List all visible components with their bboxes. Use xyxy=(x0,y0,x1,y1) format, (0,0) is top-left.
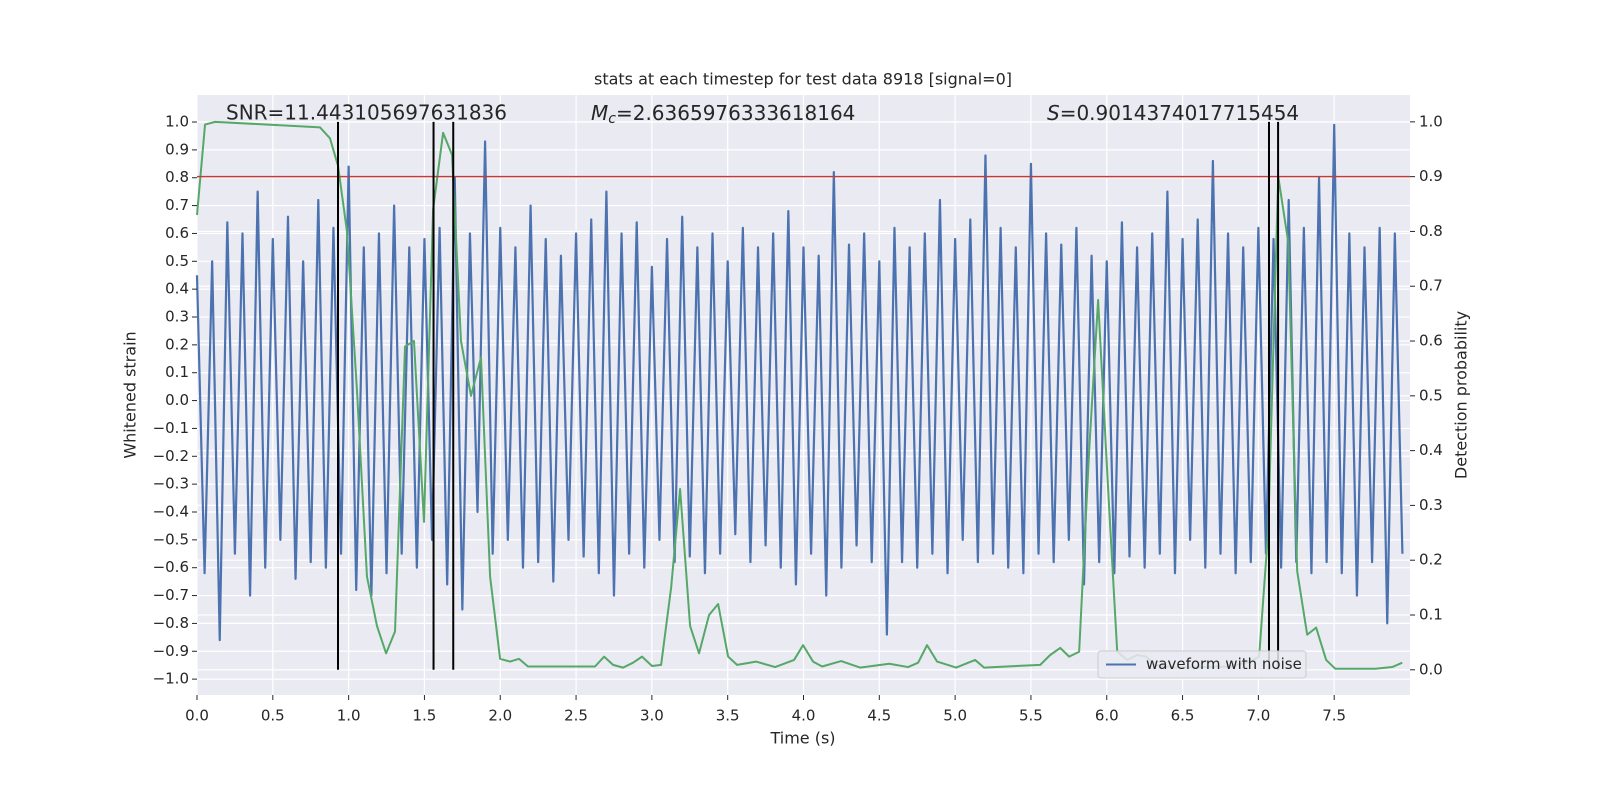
y-tick-label: 0.6 xyxy=(165,224,189,242)
x-tick-label: 1.0 xyxy=(337,707,361,725)
chart-title: stats at each timestep for test data 891… xyxy=(594,70,1012,89)
legend-box xyxy=(1097,650,1307,679)
legend: waveform with noise xyxy=(1097,650,1307,679)
y2-tick-label: 0.4 xyxy=(1419,441,1443,459)
y-tick-label: 0.9 xyxy=(165,140,189,158)
annotation-subscript: c xyxy=(608,111,616,127)
x-tick-label: 6.5 xyxy=(1171,707,1195,725)
x-tick-label: 4.5 xyxy=(867,707,891,725)
y-tick-label: −0.3 xyxy=(153,475,189,493)
y2-tick-label: 0.0 xyxy=(1419,660,1443,678)
x-tick-label: 3.0 xyxy=(640,707,664,725)
x-axis-label: Time (s) xyxy=(769,729,835,748)
y2-tick-label: 0.1 xyxy=(1419,606,1443,624)
annotation-symbol: M xyxy=(591,101,608,125)
labels: 0.0 0.5 1.0 1.5 2.0 2.5 3.0 3.5 4.0 4.5 5.0 5.5 6.0 6… xyxy=(153,112,1443,724)
annotation: S=0.9014374017715454 xyxy=(1047,101,1299,125)
y-tick-label: 0.7 xyxy=(165,196,189,214)
y-tick-label: 0.2 xyxy=(165,335,189,353)
y2-tick-label: 0.6 xyxy=(1419,332,1443,350)
annotation: Mc=2.6365976333618164 xyxy=(591,101,855,128)
x-tick-label: 6.0 xyxy=(1095,707,1119,725)
y-tick-label: −1.0 xyxy=(153,670,189,688)
y-tick-label: −0.1 xyxy=(153,419,189,437)
y-tick-label: −0.2 xyxy=(153,447,189,465)
y-tick-label: 0.4 xyxy=(165,280,189,298)
y-tick-label: −0.4 xyxy=(153,502,189,520)
y-tick-label: 0.3 xyxy=(165,308,189,326)
x-tick-label: 2.0 xyxy=(488,707,512,725)
marks xyxy=(195,120,1410,670)
y2-axis-label: Detection probability xyxy=(1452,311,1471,479)
annotation-text: =0.9014374017715454 xyxy=(1060,101,1299,125)
y-tick-label: −0.7 xyxy=(153,586,189,604)
x-tick-label: 7.5 xyxy=(1322,707,1346,725)
x-tick-label: 1.5 xyxy=(413,707,437,725)
x-tick-label: 0.0 xyxy=(185,707,209,725)
x-tick-label: 5.5 xyxy=(1019,707,1043,725)
y-tick-label: 0.1 xyxy=(165,363,189,381)
y2-tick-label: 0.2 xyxy=(1419,551,1443,569)
legend-label: waveform with noise xyxy=(1146,655,1302,673)
annotation: SNR=11.443105697631836 xyxy=(226,101,507,125)
x-tick-label: 2.5 xyxy=(564,707,588,725)
y-tick-label: 1.0 xyxy=(165,113,189,131)
series-line xyxy=(195,123,1404,642)
y2-tick-label: 0.3 xyxy=(1419,496,1443,514)
x-tick-label: 4.0 xyxy=(792,707,816,725)
annotation-text: =2.6365976333618164 xyxy=(616,101,855,125)
x-tick-label: 7.0 xyxy=(1246,707,1270,725)
x-tick-label: 3.5 xyxy=(716,707,740,725)
y2-tick-label: 0.7 xyxy=(1419,277,1443,295)
y2-tick-label: 1.0 xyxy=(1419,112,1443,130)
y-tick-label: 0.0 xyxy=(165,391,189,409)
y-tick-label: −0.9 xyxy=(153,642,189,660)
y-tick-label: 0.5 xyxy=(165,252,189,270)
x-tick-label: 5.0 xyxy=(943,707,967,725)
y-tick-label: −0.8 xyxy=(153,614,189,632)
y-tick-label: −0.6 xyxy=(153,558,189,576)
annotation-symbol: S xyxy=(1047,101,1060,125)
y2-tick-label: 0.5 xyxy=(1419,386,1443,404)
y-tick-label: −0.5 xyxy=(153,530,189,548)
y-axis-label: Whitened strain xyxy=(121,331,140,458)
y2-tick-label: 0.9 xyxy=(1419,167,1443,185)
y2-tick-label: 0.8 xyxy=(1419,222,1443,240)
y-tick-label: 0.8 xyxy=(165,168,189,186)
x-tick-label: 0.5 xyxy=(261,707,285,725)
